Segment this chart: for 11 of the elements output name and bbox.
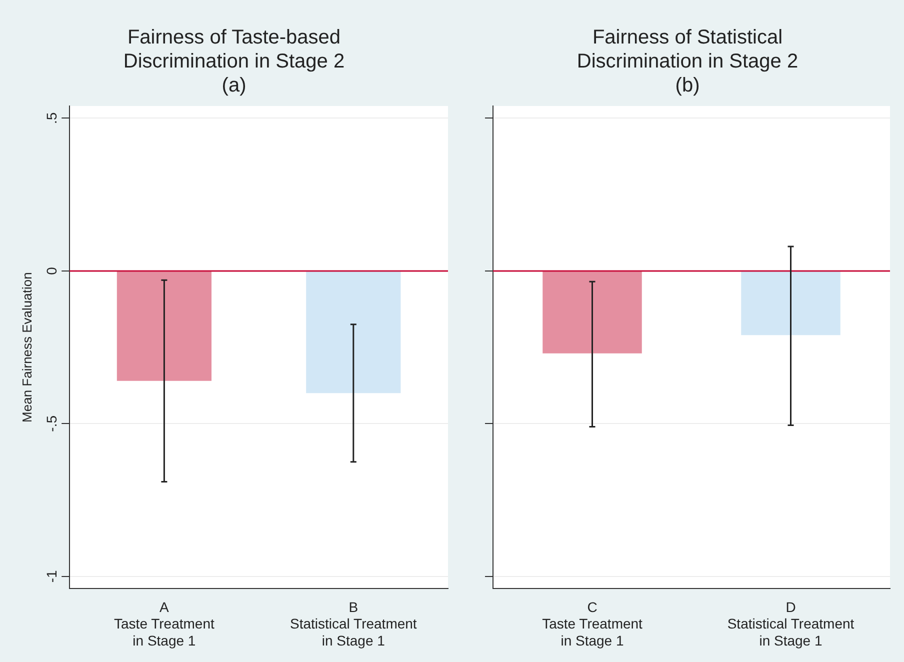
y-axis-title: Mean Fairness Evaluation xyxy=(19,272,34,422)
x-tick-label: B Statistical Treatment in Stage 1 xyxy=(290,598,417,648)
y-tick-label: .5 xyxy=(43,112,60,124)
y-tick-label: -1 xyxy=(43,570,60,583)
y-tick-label: -.5 xyxy=(43,415,60,432)
chart-title: Fairness of Taste-based Discrimination in Stage 2 (a) xyxy=(123,26,345,97)
x-tick-label: A Taste Treatment in Stage 1 xyxy=(114,598,214,648)
y-tick-label: 0 xyxy=(43,266,60,275)
chart-title: Fairness of Statistical Discrimination in Stage 2 (b) xyxy=(576,26,798,97)
x-tick-label: C Taste Treatment in Stage 1 xyxy=(542,598,643,648)
x-tick-label: D Statistical Treatment in Stage 1 xyxy=(727,598,854,648)
